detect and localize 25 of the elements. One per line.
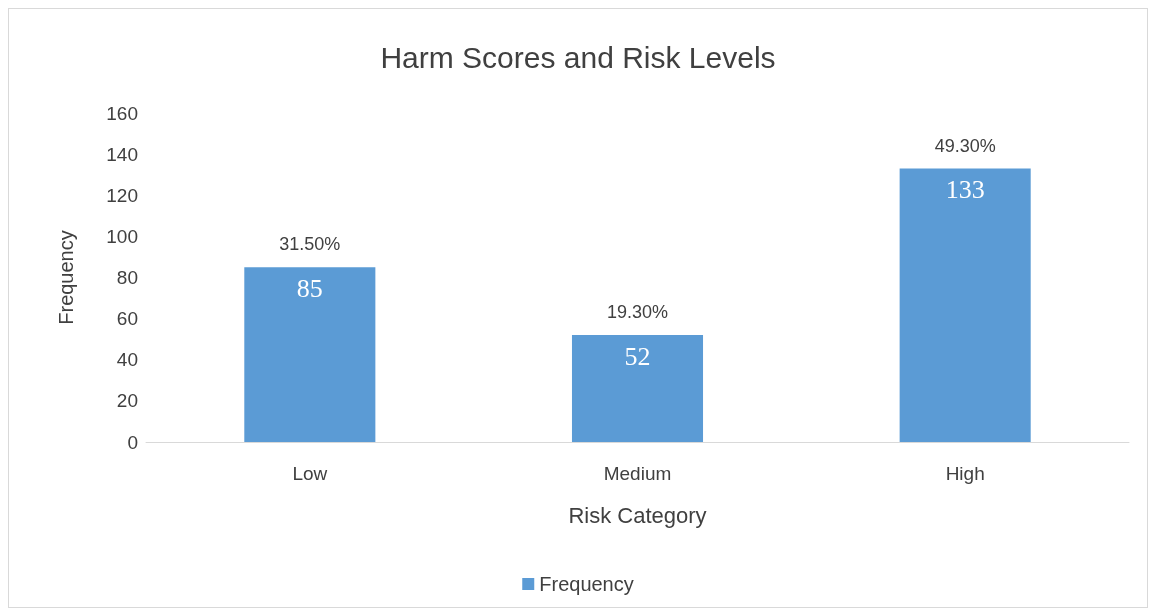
y-tick-label: 0 <box>127 431 138 453</box>
chart-title: Harm Scores and Risk Levels <box>380 40 776 74</box>
y-tick-label: 140 <box>106 143 138 165</box>
x-tick-label: High <box>945 463 985 484</box>
bar <box>571 335 704 442</box>
x-tick-label: Medium <box>603 463 672 484</box>
annotation: 49.30% <box>934 135 996 156</box>
annotation: 19.30% <box>606 302 669 323</box>
bar <box>244 267 376 442</box>
x-tick-label: Low <box>292 463 328 484</box>
y-tick-label: 60 <box>116 308 138 330</box>
y-tick-label: 100 <box>106 225 138 247</box>
bar <box>899 168 1031 442</box>
legend-label: Frequency <box>539 573 634 595</box>
annotation: 31.50% <box>279 234 341 255</box>
y-tick-label: 40 <box>116 349 138 371</box>
y-tick-label: 20 <box>116 390 138 412</box>
data-label: 52 <box>624 341 651 371</box>
x-axis-title: Risk Category <box>568 502 707 528</box>
y-tick-label: 160 <box>106 102 138 124</box>
y-axis-title: Frequency <box>55 230 77 325</box>
y-tick-label: 80 <box>116 267 138 288</box>
data-label: 85 <box>296 273 323 303</box>
y-tick-label: 120 <box>106 184 138 206</box>
data-label: 133 <box>945 175 985 205</box>
